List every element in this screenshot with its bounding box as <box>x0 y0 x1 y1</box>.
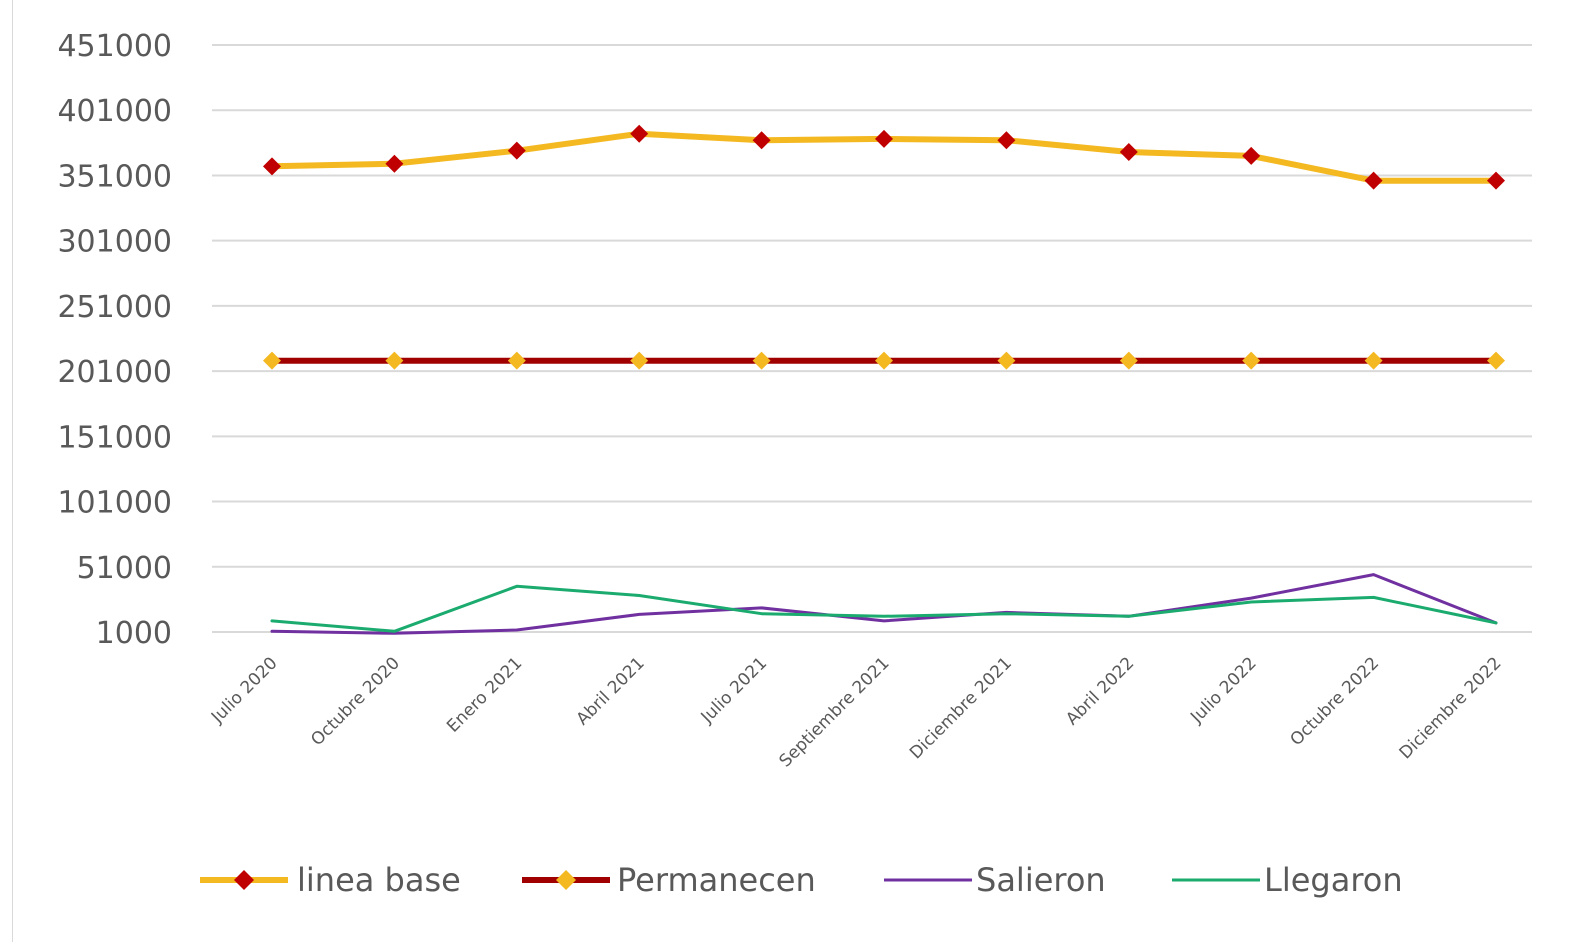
data-point-permanecen <box>630 351 649 370</box>
data-point-permanecen <box>1487 351 1505 370</box>
x-tick-label: Abril 2022 <box>1062 653 1138 729</box>
data-point-linea-base <box>263 157 281 176</box>
legend-label-llegaron: Llegaron <box>1264 861 1403 899</box>
x-tick-label: Septiembre 2021 <box>775 653 893 771</box>
x-tick-label: Octubre 2022 <box>1286 653 1383 750</box>
x-tick-label: Octubre 2020 <box>307 653 404 750</box>
y-tick-label: 51000 <box>77 551 172 586</box>
data-point-permanecen <box>1242 351 1261 370</box>
y-tick-label: 1000 <box>96 616 172 651</box>
data-point-permanecen <box>507 351 526 370</box>
x-tick-label: Julio 2021 <box>697 653 771 727</box>
data-point-permanecen <box>997 351 1016 370</box>
data-point-permanecen <box>385 351 404 370</box>
series-line-salieron <box>270 573 1498 635</box>
data-point-permanecen <box>752 351 771 370</box>
x-tick-label: Diciembre 2022 <box>1396 653 1506 763</box>
y-tick-label: 451000 <box>57 29 172 64</box>
data-point-permanecen <box>875 351 893 370</box>
y-tick-label: 101000 <box>57 486 172 521</box>
data-point-linea-base <box>1364 171 1383 190</box>
data-point-permanecen <box>1119 351 1138 370</box>
data-point-linea-base <box>630 124 649 143</box>
x-tick-label: Enero 2021 <box>443 653 526 736</box>
y-tick-label: 251000 <box>57 290 172 325</box>
x-tick-label: Abril 2021 <box>573 653 649 729</box>
legend-label-linea-base: linea base <box>297 861 461 899</box>
legend-marker-linea-base <box>234 870 254 890</box>
series-line-llegaron <box>270 584 1498 633</box>
y-tick-label: 201000 <box>57 355 172 390</box>
legend-marker-permanecen <box>556 870 576 890</box>
legend-label-permanecen: Permanecen <box>617 861 816 899</box>
x-tick-label: Julio 2020 <box>207 653 281 727</box>
data-point-linea-base <box>385 154 404 173</box>
chart-area-border <box>12 0 13 942</box>
data-point-linea-base <box>997 131 1016 150</box>
y-tick-label: 351000 <box>57 159 172 194</box>
y-tick-label: 401000 <box>57 94 172 129</box>
data-point-linea-base <box>1242 146 1261 165</box>
y-tick-label: 301000 <box>57 225 172 260</box>
legend-label-salieron: Salieron <box>976 861 1106 899</box>
data-point-linea-base <box>752 131 771 150</box>
data-point-linea-base <box>1487 171 1505 190</box>
data-point-permanecen <box>1364 351 1383 370</box>
data-point-linea-base <box>875 129 893 148</box>
data-point-linea-base <box>1119 142 1138 161</box>
data-point-linea-base <box>507 141 526 160</box>
data-point-permanecen <box>263 351 281 370</box>
y-tick-label: 151000 <box>57 420 172 455</box>
x-tick-label: Julio 2022 <box>1186 653 1260 727</box>
x-tick-label: Diciembre 2021 <box>906 653 1016 763</box>
